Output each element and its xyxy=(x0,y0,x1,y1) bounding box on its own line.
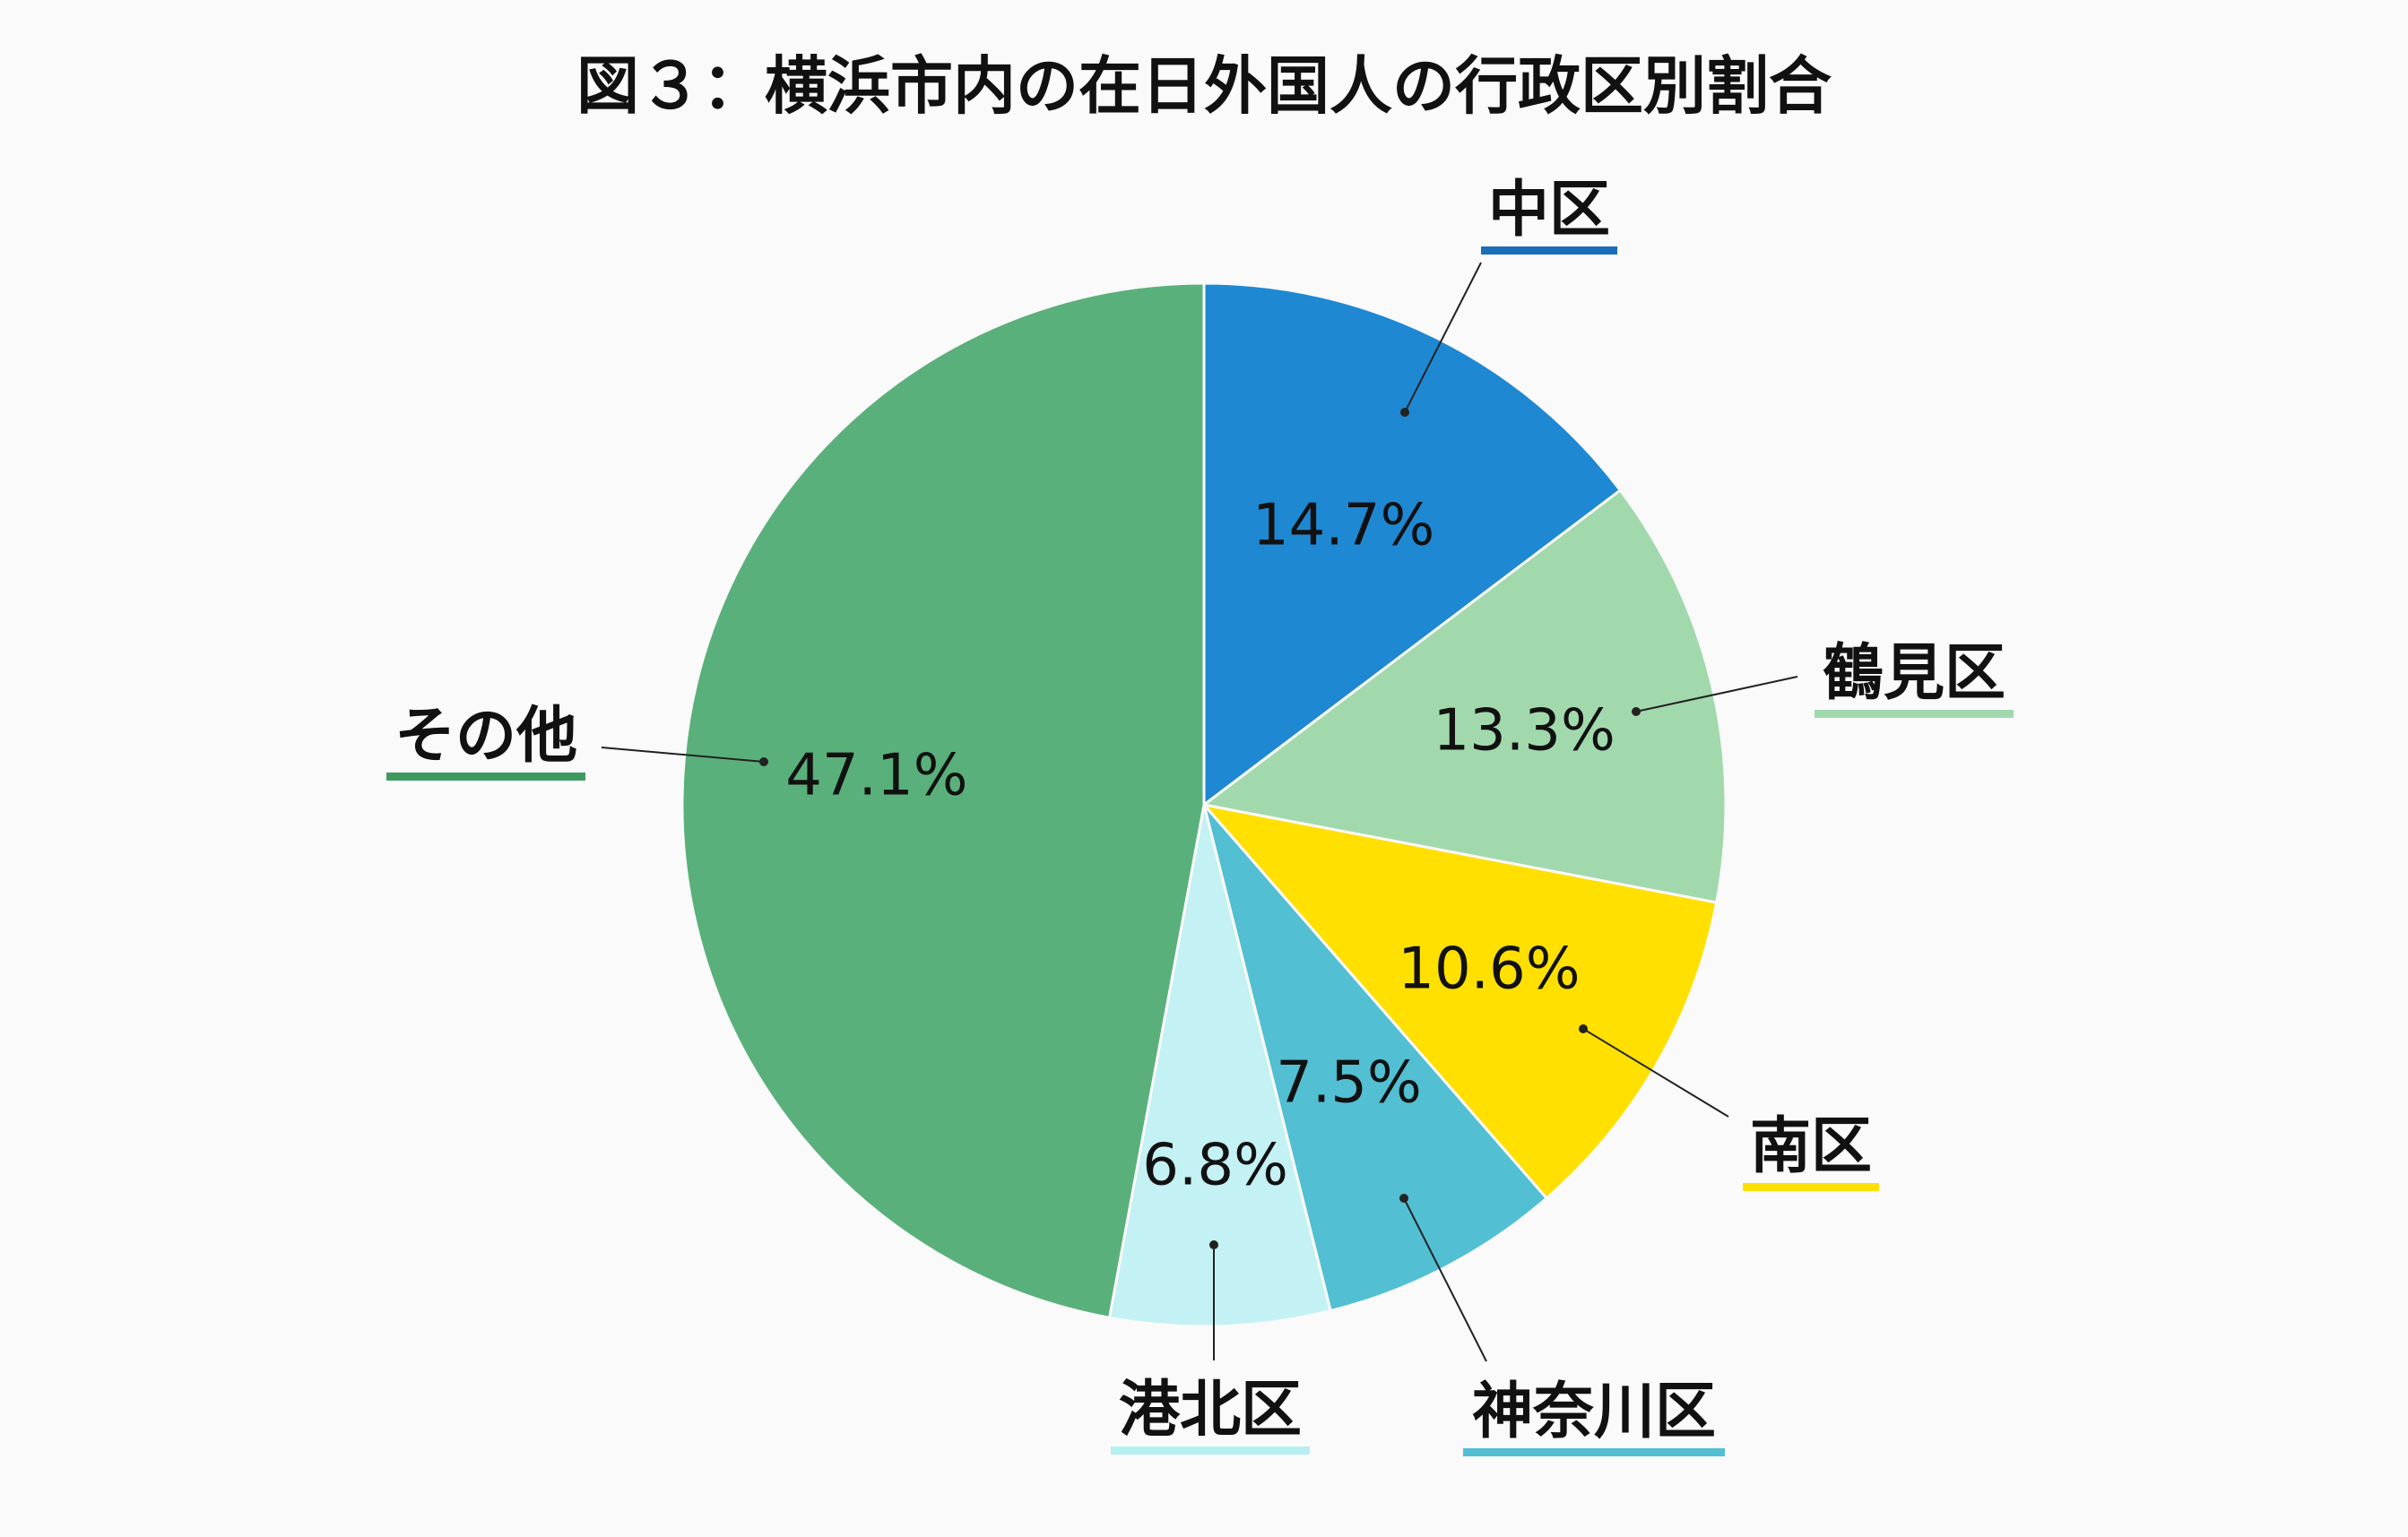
pie-slice xyxy=(680,281,1206,1320)
category-label: 港北区 xyxy=(1119,1375,1302,1446)
percent-labels: 14.7% 13.3% 10.6% 7.5% 6.8% 47.1% xyxy=(785,492,1615,1198)
slice-percent-label: 47.1% xyxy=(785,743,967,809)
leader-line xyxy=(1582,1028,1729,1118)
leader-dot xyxy=(1632,707,1641,716)
category-underline xyxy=(1111,1446,1310,1455)
leader-dot xyxy=(1400,408,1409,417)
chart-title: 図３：横浜市内の在日外国人の行政区別割合 xyxy=(576,49,1832,123)
leader-line xyxy=(1404,262,1482,413)
slice-percent-label: 6.8% xyxy=(1142,1132,1288,1198)
pie-slice xyxy=(1200,488,1728,904)
leader-dot xyxy=(1579,1024,1588,1033)
category-label: 南区 xyxy=(1750,1111,1872,1182)
slice-percent-label: 10.6% xyxy=(1398,937,1580,1003)
leader-dot xyxy=(1209,1240,1218,1249)
category-underline xyxy=(1743,1183,1879,1191)
pie-slice xyxy=(1202,281,1623,808)
category-label: その他 xyxy=(394,701,577,772)
category-underline xyxy=(386,773,585,781)
category-underline xyxy=(1481,246,1617,255)
pie-slice xyxy=(1202,804,1549,1313)
leader-lines xyxy=(601,262,1798,1362)
pie-slice xyxy=(1200,802,1719,1201)
category-underline xyxy=(1463,1448,1725,1456)
slice-percent-label: 7.5% xyxy=(1276,1050,1422,1117)
pie-slice xyxy=(1107,804,1333,1328)
leader-dot xyxy=(759,757,768,766)
category-label: 鶴見区 xyxy=(1823,638,2005,709)
category-label: 中区 xyxy=(1488,175,1610,246)
pie-slices xyxy=(680,281,1728,1328)
leader-line xyxy=(1403,1197,1487,1362)
slice-percent-label: 13.3% xyxy=(1433,698,1615,764)
leader-dot xyxy=(1399,1194,1408,1203)
category-label: 神奈川区 xyxy=(1472,1377,1716,1447)
leader-line xyxy=(601,747,765,763)
leader-line xyxy=(1635,676,1798,712)
category-underline xyxy=(1815,710,2014,718)
slice-percent-label: 14.7% xyxy=(1252,492,1434,558)
